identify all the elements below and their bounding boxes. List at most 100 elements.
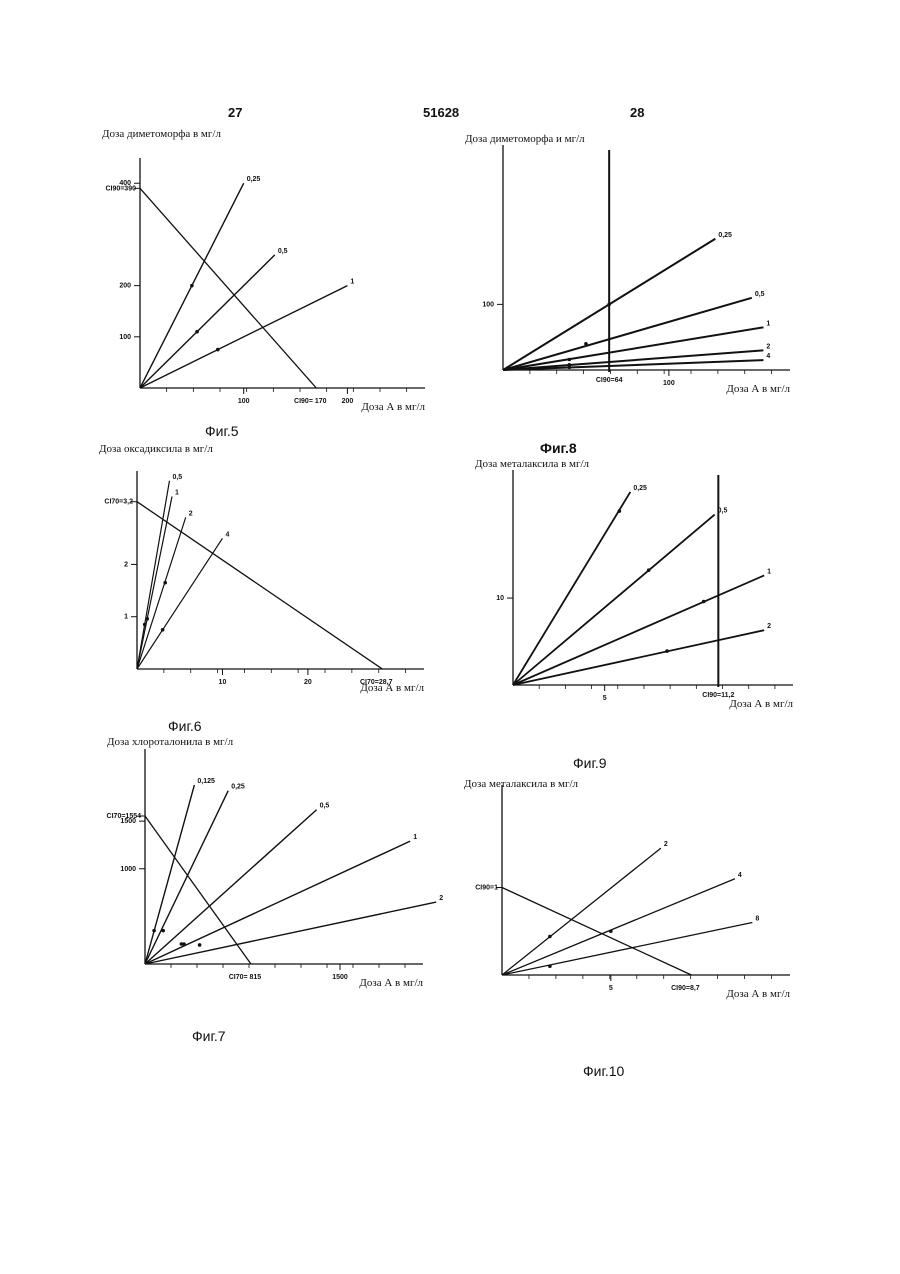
caption-fig9: Фиг.9 bbox=[573, 755, 607, 771]
fig7-series-point-2 bbox=[161, 929, 165, 933]
caption-fig6: Фиг.6 bbox=[168, 718, 202, 734]
chart-fig7: Доза хлороталонила в мг/лДоза А в мг/л10… bbox=[95, 733, 430, 988]
fig7-series-point-4 bbox=[182, 942, 186, 946]
fig7-series-line-2 bbox=[145, 791, 228, 964]
fig10-series-line-3 bbox=[502, 923, 752, 976]
figure-7: Доза хлороталонила в мг/лДоза А в мг/л10… bbox=[95, 733, 430, 988]
fig10-series-label-1: 2 bbox=[664, 841, 668, 848]
fig7-isobole-y-label: CI70=1554 bbox=[107, 813, 142, 820]
fig5-series-line-2 bbox=[140, 255, 275, 388]
fig8-series-label-4: 2 bbox=[766, 343, 770, 350]
fig5-series-label-1: 0,25 bbox=[247, 176, 261, 183]
fig8-series-point-1 bbox=[607, 303, 611, 307]
fig9-xlabel: Доза А в мг/л bbox=[729, 698, 793, 710]
fig5-x-tick-label: 200 bbox=[342, 398, 354, 405]
fig5-series-line-3 bbox=[140, 286, 347, 388]
fig9-series-line-3 bbox=[513, 575, 764, 685]
fig6-x-tick-label: 20 bbox=[304, 679, 312, 686]
caption-fig5: Фиг.5 bbox=[205, 423, 239, 439]
fig9-series-label-1: 0,25 bbox=[633, 485, 647, 492]
figure-9: Доза металаксила в мг/лДоза А в мг/л105C… bbox=[455, 455, 795, 705]
fig8-series-label-5: 4 bbox=[766, 353, 770, 360]
figure-10: Доза металаксила в мг/лДоза А в мг/л5CI9… bbox=[455, 775, 795, 1000]
fig7-series-point-1 bbox=[152, 929, 156, 933]
fig7-isobole-x-label: CI70= 815 bbox=[229, 974, 262, 981]
fig7-series-label-5: 2 bbox=[439, 895, 443, 902]
fig7-series-line-5 bbox=[145, 902, 436, 964]
fig9-series-label-4: 2 bbox=[767, 623, 771, 630]
fig8-series-point-5 bbox=[568, 366, 572, 370]
caption-fig7: Фиг.7 bbox=[192, 1028, 226, 1044]
fig9-series-point-4 bbox=[665, 649, 669, 653]
fig7-series-label-1: 0,125 bbox=[197, 778, 215, 785]
fig10-isobole-line bbox=[502, 888, 691, 976]
fig8-y-tick-label: 100 bbox=[482, 301, 494, 308]
chart-fig8: Доза диметоморфа и мг/л Доза А в мг/л 100 1… bbox=[455, 130, 795, 395]
fig10-series-line-2 bbox=[502, 879, 735, 975]
fig10-xlabel: Доза А в мг/л bbox=[726, 988, 790, 1000]
fig10-isobole-x-label: CI90=8,7 bbox=[671, 985, 700, 992]
figure-8: Доза диметоморфа и мг/л Доза А в мг/л 100 1… bbox=[455, 130, 795, 395]
fig9-series-label-3: 1 bbox=[767, 568, 771, 575]
fig6-y-tick-label: 1 bbox=[124, 614, 128, 621]
fig6-y-tick-label: 2 bbox=[124, 561, 128, 568]
fig6-isobole-line bbox=[137, 502, 382, 669]
fig6-series-line-1 bbox=[137, 481, 169, 669]
fig10-series-point-1 bbox=[548, 935, 552, 939]
fig8-series-label-1: 0,25 bbox=[718, 232, 732, 239]
fig7-xlabel: Доза А в мг/л bbox=[359, 977, 423, 989]
fig9-series-line-1 bbox=[513, 492, 630, 685]
fig10-series-point-2 bbox=[609, 929, 613, 933]
fig5-series-point-2 bbox=[195, 330, 199, 334]
fig5-x-tick-label: 100 bbox=[238, 398, 250, 405]
fig6-series-point-3 bbox=[163, 581, 167, 585]
fig6-ylabel: Доза оксадиксила в мг/л bbox=[99, 443, 213, 455]
fig8-ylabel: Доза диметоморфа и мг/л bbox=[465, 133, 585, 145]
fig9-series-label-2: 0,5 bbox=[718, 508, 728, 515]
fig8-threshold-label: CI90=64 bbox=[596, 377, 623, 384]
fig7-series-point-5 bbox=[198, 943, 202, 947]
fig10-series-line-1 bbox=[502, 848, 661, 975]
fig5-series-label-3: 1 bbox=[350, 279, 354, 286]
fig8-series-label-3: 1 bbox=[766, 320, 770, 327]
fig6-series-point-2 bbox=[145, 617, 149, 621]
fig10-series-point-3 bbox=[548, 964, 552, 968]
fig6-series-point-4 bbox=[161, 628, 165, 632]
page-number-left: 27 bbox=[228, 105, 242, 120]
fig5-xlabel: Доза А в мг/л bbox=[361, 401, 425, 413]
caption-fig8: Фиг.8 bbox=[540, 440, 577, 456]
fig7-series-line-3 bbox=[145, 810, 317, 964]
figure-6: Доза оксадиксила в мг/лДоза А в мг/л1210… bbox=[95, 440, 425, 705]
fig5-series-point-3 bbox=[216, 348, 220, 352]
figure-5: Доза диметоморфа в мг/л Доза А в мг/л 100 2… bbox=[95, 125, 425, 425]
fig10-isobole-y-label: CI90=1 bbox=[475, 885, 498, 892]
fig5-isobole-line bbox=[140, 188, 316, 388]
fig6-series-label-4: 4 bbox=[225, 531, 229, 538]
fig5-y-tick-label: 100 bbox=[119, 334, 131, 341]
patent-number: 51628 bbox=[423, 105, 459, 120]
fig8-series-point-3 bbox=[568, 358, 572, 362]
fig9-series-line-2 bbox=[513, 515, 715, 685]
fig6-series-label-1: 0,5 bbox=[172, 474, 182, 481]
fig6-series-label-3: 2 bbox=[189, 510, 193, 517]
fig8-series-line-2 bbox=[503, 298, 752, 370]
fig6-isobole-y-label: CI70=3,2 bbox=[104, 499, 133, 506]
page-number-right: 28 bbox=[630, 105, 644, 120]
fig8-series-line-3 bbox=[503, 327, 763, 370]
fig8-series-label-2: 0,5 bbox=[755, 291, 765, 298]
fig9-ylabel: Доза металаксила в мг/л bbox=[475, 458, 590, 470]
fig9-series-point-3 bbox=[702, 600, 706, 604]
fig7-x-tick-label: 1500 bbox=[332, 974, 348, 981]
fig8-series-line-5 bbox=[503, 360, 763, 370]
fig5-ylabel: Доза диметоморфа в мг/л bbox=[102, 128, 221, 140]
fig5-isobole-x-label: CI90= 170 bbox=[294, 398, 327, 405]
chart-fig10: Доза металаксила в мг/лДоза А в мг/л5CI9… bbox=[455, 775, 795, 1000]
fig7-y-tick-label: 1000 bbox=[120, 866, 136, 873]
fig8-xlabel: Доза А в мг/л bbox=[726, 383, 790, 395]
fig6-isobole-x-label: CI70=28,7 bbox=[360, 679, 393, 686]
fig9-series-point-1 bbox=[618, 509, 622, 513]
fig6-series-line-3 bbox=[137, 517, 186, 669]
fig7-series-label-4: 1 bbox=[413, 834, 417, 841]
fig5-series-point-1 bbox=[190, 284, 194, 288]
fig6-x-tick-label: 10 bbox=[219, 679, 227, 686]
